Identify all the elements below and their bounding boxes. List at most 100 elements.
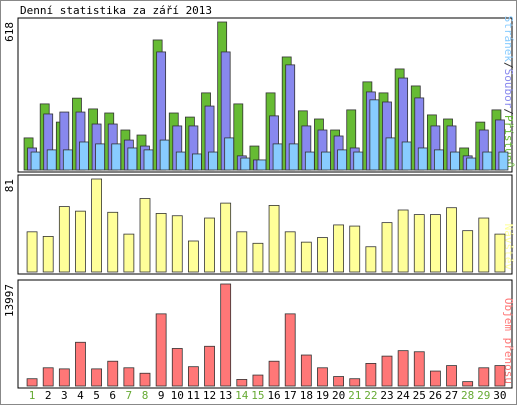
bar [365, 246, 377, 273]
bar [482, 151, 493, 171]
bar [46, 149, 57, 171]
x-tick-label: 2 [45, 389, 52, 402]
chart-title: Denní statistika za září 2013 [20, 4, 212, 17]
x-tick-label: 27 [445, 389, 458, 402]
bar [220, 283, 232, 387]
legend-separator: / [502, 62, 515, 69]
bar [478, 217, 490, 273]
bar [139, 372, 151, 387]
bar [171, 348, 183, 387]
bar [385, 137, 396, 171]
bar [333, 224, 345, 273]
bar [413, 214, 425, 273]
x-tick-label: 17 [284, 389, 297, 402]
x-tick-label: 12 [203, 389, 216, 402]
bar [236, 231, 248, 273]
bar [42, 236, 54, 273]
x-tick-label: 20 [332, 389, 345, 402]
legend-separator: / [502, 108, 515, 115]
bar [187, 366, 199, 387]
legend-entry: Stránek [502, 16, 515, 63]
bar [494, 365, 506, 387]
bar [240, 157, 251, 171]
bar [446, 207, 457, 273]
x-tick-label: 18 [300, 389, 313, 402]
x-tick-label: 29 [477, 389, 490, 402]
y-tick-label: 81 [3, 179, 16, 192]
bar [365, 363, 377, 387]
bar [272, 143, 283, 171]
bar [252, 374, 264, 387]
bar [26, 378, 38, 387]
bar [466, 157, 477, 171]
x-tick-label: 28 [461, 389, 474, 402]
bar [143, 149, 154, 171]
y-tick-label: 13997 [3, 284, 16, 317]
bar [208, 151, 218, 171]
x-tick-label: 9 [158, 389, 165, 402]
bar [155, 213, 167, 273]
x-tick-label: 19 [316, 389, 329, 402]
bar [462, 230, 474, 273]
bar [268, 205, 280, 273]
bar [95, 143, 105, 171]
x-tick-label: 11 [187, 389, 200, 402]
bar [224, 137, 235, 171]
bar [26, 231, 38, 273]
bar [349, 225, 361, 273]
bar [252, 242, 264, 273]
bar [446, 365, 457, 387]
bar [369, 99, 380, 171]
bar [139, 198, 151, 273]
bar [171, 215, 183, 273]
x-tick-label: 30 [493, 389, 506, 402]
bar [58, 206, 70, 273]
bar [204, 345, 215, 387]
bar [401, 141, 412, 171]
bar [417, 147, 428, 171]
bar [107, 211, 119, 273]
bar [478, 367, 490, 387]
bar [300, 354, 312, 387]
bar [450, 151, 460, 171]
bar [79, 141, 89, 171]
bar [317, 367, 328, 387]
x-tick-label: 4 [77, 389, 84, 402]
bar [494, 233, 506, 273]
bar [42, 367, 54, 387]
bar [123, 233, 135, 273]
x-tick-label: 24 [397, 389, 411, 402]
bar [30, 151, 41, 171]
bar [353, 151, 364, 171]
x-tick-label: 8 [142, 389, 149, 402]
bar [381, 355, 393, 387]
bar [111, 143, 122, 171]
bar [127, 147, 138, 171]
bar [268, 360, 280, 387]
bar [433, 149, 444, 171]
bar [498, 151, 509, 171]
bar [159, 139, 170, 171]
bar [91, 178, 102, 273]
bar [75, 210, 86, 273]
legend-entry: Soubor [502, 69, 515, 109]
bar [256, 159, 267, 171]
bar [58, 368, 70, 387]
bar [191, 153, 202, 171]
bar [429, 214, 441, 273]
x-tick-label: 16 [267, 389, 280, 402]
bar [337, 149, 348, 171]
x-tick-label: 23 [380, 389, 393, 402]
x-tick-label: 3 [61, 389, 68, 402]
y-tick-label: 618 [3, 22, 16, 42]
bar [317, 237, 328, 273]
bar [187, 240, 199, 273]
x-tick-label: 15 [251, 389, 264, 402]
x-tick-label: 1 [29, 389, 36, 402]
bar [123, 367, 135, 387]
legend: Objem přenosu [502, 298, 515, 384]
x-tick-label: 14 [235, 389, 249, 402]
bar [300, 241, 312, 273]
x-tick-label: 5 [93, 389, 100, 402]
x-tick-label: 6 [109, 389, 116, 402]
